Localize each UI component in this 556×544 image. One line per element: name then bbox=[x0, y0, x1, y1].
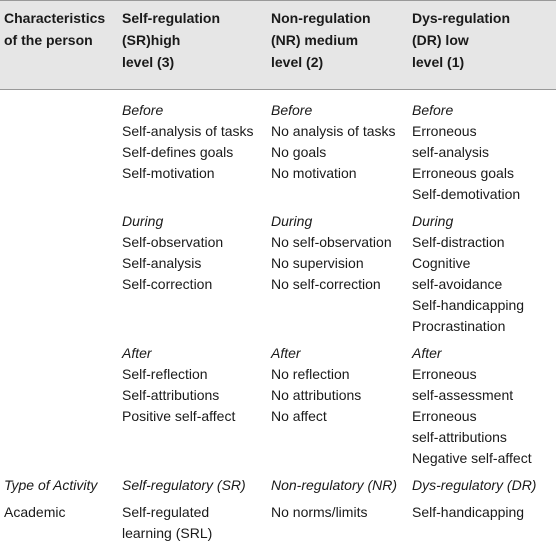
cell: After No reflection No attributions No affe… bbox=[267, 340, 408, 472]
cell-text: Type of Activity bbox=[4, 477, 98, 493]
cell: After Erroneous self-assessment Erroneous se… bbox=[408, 340, 556, 472]
cell-text: After bbox=[271, 345, 301, 361]
cell-text: Dys-regulation bbox=[412, 10, 511, 26]
cell-text: Non-regulation bbox=[271, 10, 371, 26]
academic-row: Academic Self-regulated learning (SRL) No n… bbox=[0, 499, 556, 544]
cell-text: Self-reflection bbox=[122, 366, 208, 382]
cell-text: No motivation bbox=[271, 165, 357, 181]
cell: Academic bbox=[0, 499, 118, 544]
cell-text: Self-demotivation bbox=[412, 186, 521, 202]
cell-text: Self-attributions bbox=[122, 387, 220, 403]
activity-row: Type of Activity Self-regulatory (SR) Non-… bbox=[0, 472, 556, 499]
cell-text: Self-observation bbox=[122, 234, 224, 250]
cell-text: level (3) bbox=[122, 54, 175, 70]
cell: During Self-distraction Cognitive self-avoi… bbox=[408, 208, 556, 340]
cell-text: Before bbox=[412, 102, 454, 118]
cell-text: Positive self-affect bbox=[122, 408, 236, 424]
cell-text: learning (SRL) bbox=[122, 525, 213, 541]
cell-text: (SR)high bbox=[122, 32, 181, 48]
cell: No norms/limits bbox=[267, 499, 408, 544]
cell-text: Self-regulation bbox=[122, 10, 221, 26]
cell-text: Non-regulatory (NR) bbox=[271, 477, 398, 493]
cell-text: (DR) low bbox=[412, 32, 469, 48]
cell-text: Procrastination bbox=[412, 318, 506, 334]
header-row: Characteristics of the person Self-regulat… bbox=[0, 0, 556, 90]
cell-text: No goals bbox=[271, 144, 327, 160]
cell-text: Self-motivation bbox=[122, 165, 215, 181]
cell-text: No affect bbox=[271, 408, 327, 424]
cell-text: After bbox=[412, 345, 442, 361]
cell-text: Self-defines goals bbox=[122, 144, 234, 160]
cell-text: Erroneous bbox=[412, 366, 477, 382]
cell-text: Erroneous bbox=[412, 408, 477, 424]
cell-text: Erroneous bbox=[412, 123, 477, 139]
cell-text: Characteristics bbox=[4, 10, 106, 26]
cell-text: self-avoidance bbox=[412, 276, 503, 292]
cell-text: Erroneous goals bbox=[412, 165, 514, 181]
cell: Before No analysis of tasks No goals No mot… bbox=[267, 90, 408, 209]
cell-text: self-assessment bbox=[412, 387, 514, 403]
cell: Dys-regulatory (DR) bbox=[408, 472, 556, 499]
table-body: Before Self-analysis of tasks Self-defines… bbox=[0, 90, 556, 544]
cell-text: No self-correction bbox=[271, 276, 381, 292]
cell-text: self-analysis bbox=[412, 144, 490, 160]
empty-cell bbox=[0, 90, 118, 209]
cell: Type of Activity bbox=[0, 472, 118, 499]
cell-text: Self-handicapping bbox=[412, 504, 525, 520]
cell: After Self-reflection Self-attributions Pos… bbox=[118, 340, 267, 472]
cell-text: During bbox=[271, 213, 313, 229]
header-cell: Dys-regulation (DR) low level (1) bbox=[408, 0, 556, 90]
empty-cell bbox=[0, 208, 118, 340]
cell-text: No attributions bbox=[271, 387, 362, 403]
cell-text: Self-analysis of tasks bbox=[122, 123, 254, 139]
cell: Self-regulated learning (SRL) bbox=[118, 499, 267, 544]
cell: During No self-observation No supervision N… bbox=[267, 208, 408, 340]
cell-text: level (1) bbox=[412, 54, 465, 70]
cell-text: (NR) medium bbox=[271, 32, 359, 48]
cell: Self-handicapping bbox=[408, 499, 556, 544]
cell-text: Negative self-affect bbox=[412, 450, 532, 466]
cell-text: Before bbox=[271, 102, 313, 118]
cell-text: Self-regulated bbox=[122, 504, 210, 520]
cell-text: During bbox=[122, 213, 164, 229]
cell-text: No self-observation bbox=[271, 234, 392, 250]
cell-text: Before bbox=[122, 102, 164, 118]
cell-text: No analysis of tasks bbox=[271, 123, 396, 139]
cell-text: During bbox=[412, 213, 454, 229]
cell-text: Cognitive bbox=[412, 255, 471, 271]
header-cell: Self-regulation (SR)high level (3) bbox=[118, 0, 267, 90]
cell-text: Self-handicapping bbox=[412, 297, 525, 313]
cell-text: self-attributions bbox=[412, 429, 507, 445]
cell: Non-regulatory (NR) bbox=[267, 472, 408, 499]
phase-row: After Self-reflection Self-attributions Pos… bbox=[0, 340, 556, 472]
cell-text: Academic bbox=[4, 504, 66, 520]
cell: Before Self-analysis of tasks Self-defines… bbox=[118, 90, 267, 209]
cell: Before Erroneous self-analysis Erroneous go… bbox=[408, 90, 556, 209]
cell-text: Dys-regulatory (DR) bbox=[412, 477, 537, 493]
cell: Self-regulatory (SR) bbox=[118, 472, 267, 499]
cell-text: Self-correction bbox=[122, 276, 213, 292]
cell-text: After bbox=[122, 345, 152, 361]
cell-text: No norms/limits bbox=[271, 504, 368, 520]
cell: During Self-observation Self-analysis Self-… bbox=[118, 208, 267, 340]
cell-text: of the person bbox=[4, 32, 93, 48]
header-cell: Non-regulation (NR) medium level (2) bbox=[267, 0, 408, 90]
cell-text: Self-distraction bbox=[412, 234, 505, 250]
cell-text: Self-analysis bbox=[122, 255, 202, 271]
cell-text: level (2) bbox=[271, 54, 324, 70]
phase-row: During Self-observation Self-analysis Self-… bbox=[0, 208, 556, 340]
cell-text: No supervision bbox=[271, 255, 364, 271]
header-cell: Characteristics of the person bbox=[0, 0, 118, 90]
cell-text: No reflection bbox=[271, 366, 350, 382]
cell-text: Self-regulatory (SR) bbox=[122, 477, 246, 493]
empty-cell bbox=[0, 340, 118, 472]
phase-row: Before Self-analysis of tasks Self-defines… bbox=[0, 90, 556, 209]
